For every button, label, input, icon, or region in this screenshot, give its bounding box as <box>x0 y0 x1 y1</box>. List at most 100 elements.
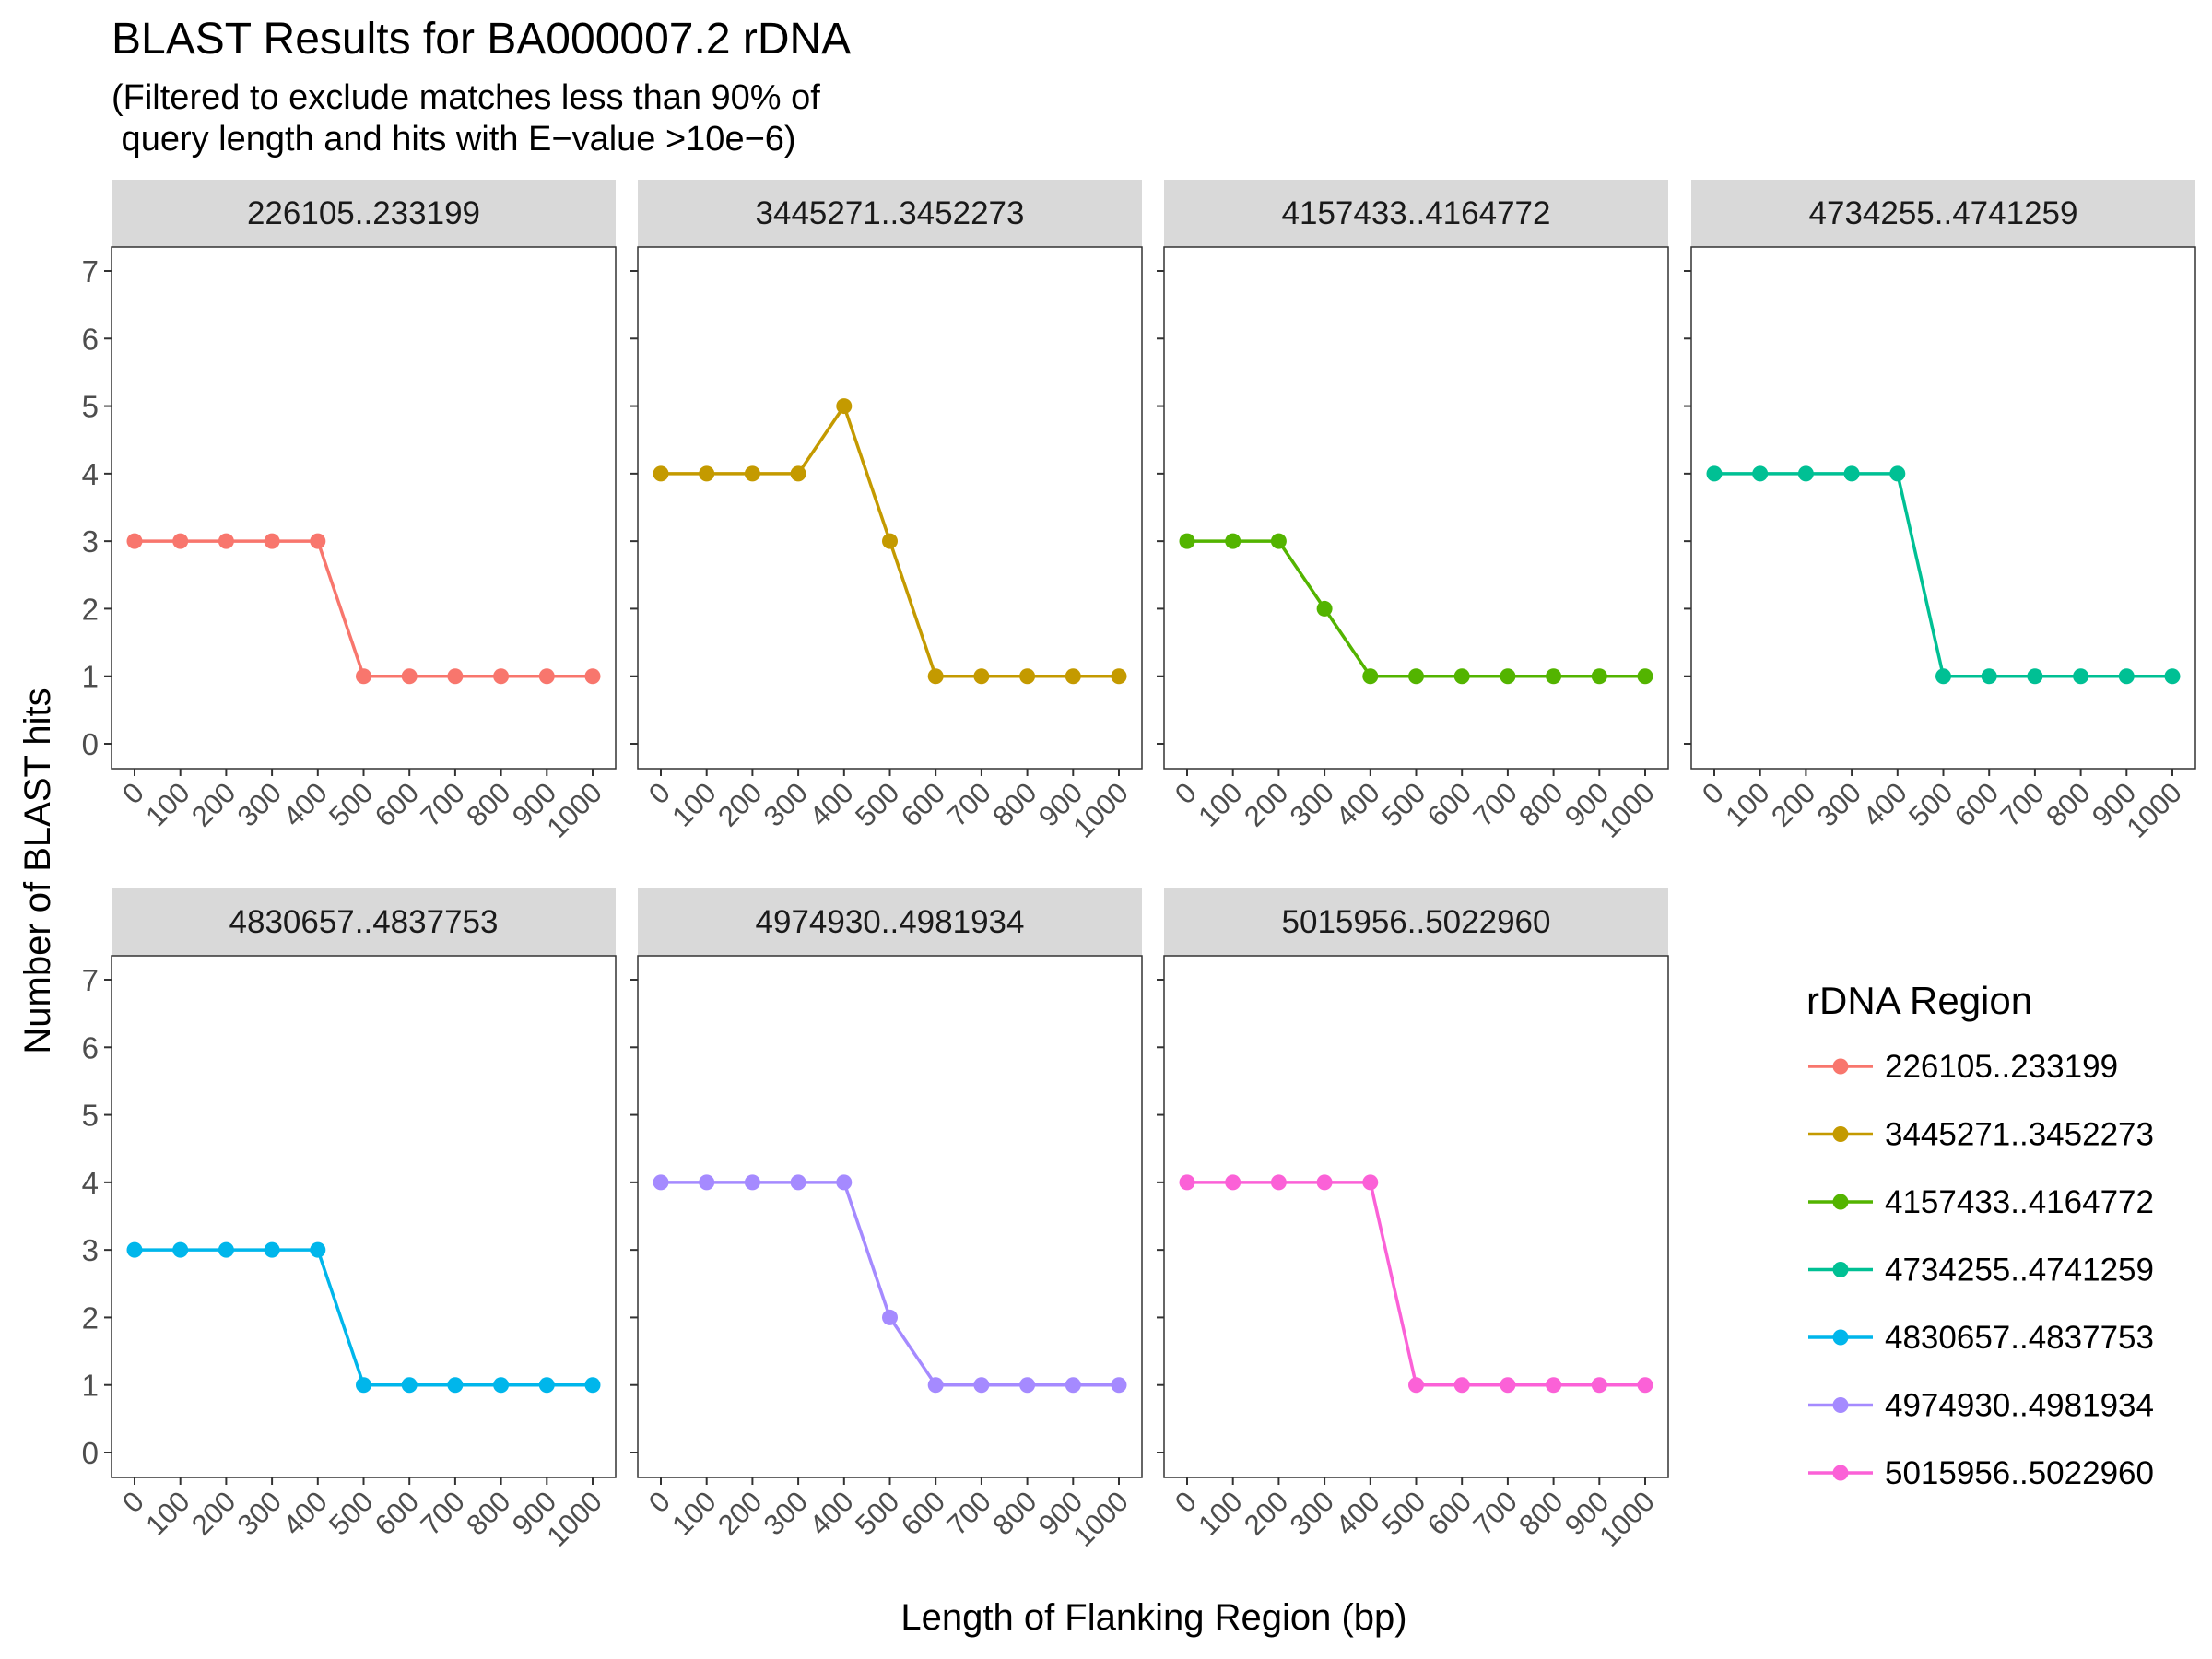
legend-label: 4974930..4981934 <box>1885 1388 2154 1424</box>
legend-label: 4157433..4164772 <box>1885 1184 2154 1220</box>
y-tick-label: 5 <box>82 1099 99 1133</box>
data-point <box>126 1241 143 1258</box>
y-tick-label: 6 <box>82 1030 99 1065</box>
data-point <box>401 668 418 685</box>
panel-border <box>637 246 1143 770</box>
data-point <box>1637 1377 1653 1394</box>
y-tick-label: 0 <box>82 727 99 761</box>
facet-strip-label: 4157433..4164772 <box>1282 195 1551 231</box>
data-point <box>1591 668 1607 685</box>
data-point <box>1225 533 1241 549</box>
data-point <box>1408 668 1424 685</box>
legend: rDNA Region 226105..233199 3445271..34522… <box>1806 979 2154 1491</box>
data-point <box>1936 668 1951 685</box>
y-tick-label: 0 <box>82 1436 99 1470</box>
data-point <box>1111 1377 1127 1394</box>
y-tick-label: 7 <box>82 254 99 288</box>
legend-item: 226105..233199 <box>1808 1049 2118 1085</box>
legend-item: 4157433..4164772 <box>1808 1184 2154 1220</box>
data-point <box>1362 1174 1379 1191</box>
facet-strip-label: 4830657..4837753 <box>229 904 499 940</box>
data-point <box>1637 668 1653 685</box>
data-point <box>172 1241 189 1258</box>
panel-border <box>1163 246 1669 770</box>
data-point <box>744 1174 760 1191</box>
data-point <box>790 1174 806 1191</box>
facet-strip-label: 5015956..5022960 <box>1282 904 1551 940</box>
data-point <box>653 465 669 482</box>
y-tick-label: 1 <box>82 1369 99 1403</box>
data-point <box>218 1241 234 1258</box>
data-point <box>264 1241 280 1258</box>
data-point <box>1752 465 1769 482</box>
data-point <box>172 533 189 549</box>
y-tick-label: 3 <box>82 524 99 559</box>
y-axis-label: Number of BLAST hits <box>18 688 58 1053</box>
data-point <box>882 533 898 549</box>
facet-strip-label: 3445271..3452273 <box>756 195 1025 231</box>
legend-item: 5015956..5022960 <box>1808 1455 2154 1491</box>
y-tick-label: 4 <box>82 1166 99 1200</box>
data-point <box>1111 668 1127 685</box>
y-tick-label: 1 <box>82 660 99 694</box>
panel-border <box>1163 955 1669 1478</box>
panel-border <box>111 955 617 1478</box>
panel-border <box>637 955 1143 1478</box>
data-point <box>744 465 760 482</box>
data-point <box>1408 1377 1424 1394</box>
facet-panel: 4974930..4981934010020030040050060070080… <box>630 888 1143 1553</box>
data-point <box>699 465 715 482</box>
legend-key-point <box>1832 1262 1849 1277</box>
legend-item: 4974930..4981934 <box>1808 1388 2154 1424</box>
data-point <box>1270 1174 1287 1191</box>
data-point <box>927 1377 944 1394</box>
data-point <box>1179 533 1195 549</box>
legend-key-point <box>1832 1465 1849 1481</box>
data-point <box>218 533 234 549</box>
data-point <box>1019 668 1036 685</box>
y-tick-label: 6 <box>82 322 99 356</box>
facet-panel: 3445271..3452273010020030040050060070080… <box>630 180 1143 844</box>
data-point <box>1889 465 1906 482</box>
data-point <box>1546 1377 1562 1394</box>
data-point <box>1065 668 1081 685</box>
data-point <box>2118 668 2135 685</box>
facet-strip <box>1164 888 1668 956</box>
data-point <box>2164 668 2181 685</box>
data-point <box>126 533 143 549</box>
y-tick-label: 2 <box>82 1300 99 1335</box>
facet-panel: 4830657..4837753012345670100200300400500… <box>82 888 617 1553</box>
data-point <box>310 1241 326 1258</box>
y-tick-label: 5 <box>82 390 99 424</box>
facet-strip <box>638 888 1142 956</box>
legend-title: rDNA Region <box>1806 979 2032 1022</box>
chart-subtitle-line-2: query length and hits with E−value >10e−… <box>112 120 796 159</box>
data-point <box>1546 668 1562 685</box>
data-point <box>1453 668 1470 685</box>
legend-key-point <box>1832 1329 1849 1346</box>
data-point <box>1179 1174 1195 1191</box>
data-point <box>973 668 990 685</box>
x-axis-label: Length of Flanking Region (bp) <box>900 1597 1406 1638</box>
facet-panel: 5015956..5022960010020030040050060070080… <box>1157 888 1669 1553</box>
legend-label: 4734255..4741259 <box>1885 1253 2154 1288</box>
data-point <box>356 1377 371 1394</box>
legend-key-point <box>1832 1397 1849 1413</box>
panel-border <box>1690 246 2196 770</box>
data-point <box>699 1174 715 1191</box>
facet-strip <box>112 888 616 956</box>
data-point <box>973 1377 990 1394</box>
data-point <box>1591 1377 1607 1394</box>
data-point <box>493 668 510 685</box>
y-tick-label: 4 <box>82 457 99 491</box>
data-point <box>538 668 555 685</box>
data-point <box>653 1174 669 1191</box>
legend-key-point <box>1832 1194 1849 1210</box>
legend-label: 5015956..5022960 <box>1885 1455 2154 1491</box>
facet-strip <box>1691 180 2195 247</box>
facet-panel: 226105..23319901234567010020030040050060… <box>82 180 617 844</box>
data-point <box>1843 465 1860 482</box>
y-tick-label: 7 <box>82 963 99 997</box>
data-point <box>2027 668 2043 685</box>
